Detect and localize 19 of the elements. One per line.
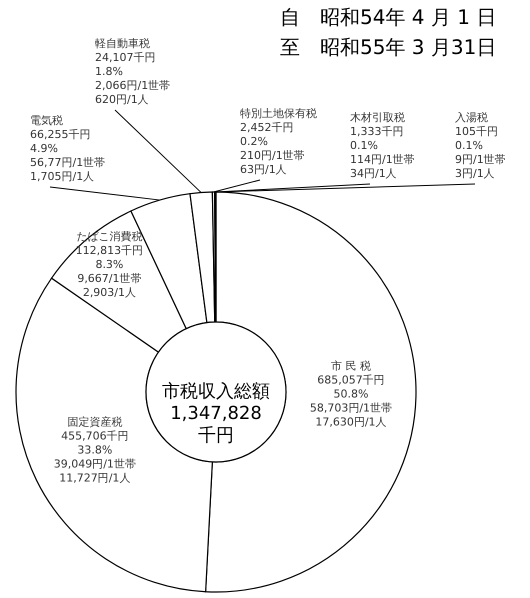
- data-label: 2,452千円 0.2% 210円/1世帯 63円/1人: [240, 121, 305, 176]
- slice-label: 木材引取税: [350, 111, 405, 124]
- text: 市税収入総額 1,347,828 千円: [162, 381, 270, 446]
- slice-label: 軽自動車税: [95, 37, 150, 50]
- slice-label: たばこ消費税: [76, 230, 142, 244]
- data-label: 455,706千円 33.8% 39,049円/1世帯 11,727円/1人: [54, 430, 136, 485]
- slice-label: 固定資産税: [67, 416, 122, 429]
- data-label: 66,255千円 4.9% 56,77円/1世帯 1,705円/1人: [30, 128, 106, 183]
- data-label: 685,057千円 50.8% 58,703円/1世帯 17,630円/1人: [310, 374, 392, 429]
- slice-label: 市 民 税: [330, 360, 371, 373]
- data-label: 105千円 0.1% 9円/1世帯 3円/1人: [455, 125, 506, 180]
- chart-subtitle: 至 昭和55年 3 月31日: [280, 35, 496, 59]
- data-label: 112,813千円 8.3% 9,667/1世帯 2,903/1人: [76, 244, 144, 300]
- slice-label: 入湯税: [455, 111, 488, 124]
- data-label: 24,107千円 1.8% 2,066円/1世帯 620円/1人: [95, 51, 170, 106]
- slice-label: 電気税: [30, 114, 63, 127]
- data-label: 1,333千円 0.1% 114円/1世帯 34円/1人: [350, 125, 415, 180]
- chart-title: 自 昭和54年 4 月 1 日: [280, 5, 496, 29]
- slice-label: 特別土地保有税: [240, 107, 317, 120]
